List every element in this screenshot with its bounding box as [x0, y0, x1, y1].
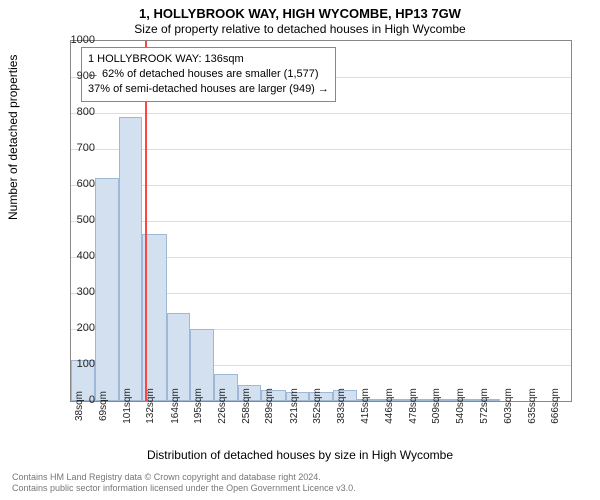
x-tick-label: 38sqm	[74, 391, 85, 421]
y-tick-label: 800	[55, 106, 95, 118]
chart-footer: Contains HM Land Registry data © Crown c…	[12, 472, 356, 495]
legend-line-3: 37% of semi-detached houses are larger (…	[88, 82, 329, 97]
y-tick-label: 900	[55, 70, 95, 82]
y-tick-label: 400	[55, 250, 95, 262]
x-tick-label: 69sqm	[98, 391, 109, 421]
y-tick-label: 200	[55, 322, 95, 334]
y-tick-label: 600	[55, 178, 95, 190]
x-tick-label: 666sqm	[550, 388, 561, 424]
x-tick-label: 540sqm	[455, 388, 466, 424]
chart-legend-box: 1 HOLLYBROOK WAY: 136sqm ← 62% of detach…	[81, 47, 336, 102]
x-tick-label: 383sqm	[336, 388, 347, 424]
x-tick-label: 164sqm	[170, 388, 181, 424]
x-tick-label: 101sqm	[122, 388, 133, 424]
y-tick-label: 1000	[55, 34, 95, 46]
x-tick-label: 635sqm	[527, 388, 538, 424]
y-tick-label: 100	[55, 358, 95, 370]
x-tick-label: 446sqm	[384, 388, 395, 424]
x-tick-label: 258sqm	[241, 388, 252, 424]
y-tick-label: 700	[55, 142, 95, 154]
legend-line-2: ← 62% of detached houses are smaller (1,…	[88, 67, 329, 82]
legend-line-1: 1 HOLLYBROOK WAY: 136sqm	[88, 52, 329, 67]
footer-line-1: Contains HM Land Registry data © Crown c…	[12, 472, 356, 483]
x-tick-label: 226sqm	[217, 388, 228, 424]
x-tick-label: 509sqm	[431, 388, 442, 424]
x-tick-label: 572sqm	[479, 388, 490, 424]
x-tick-label: 321sqm	[289, 388, 300, 424]
x-tick-label: 195sqm	[193, 388, 204, 424]
y-tick-label: 500	[55, 214, 95, 226]
x-tick-label: 478sqm	[408, 388, 419, 424]
histogram-bar	[95, 178, 119, 401]
histogram-bar	[119, 117, 143, 401]
footer-line-2: Contains public sector information licen…	[12, 483, 356, 494]
x-tick-label: 132sqm	[145, 388, 156, 424]
x-tick-label: 603sqm	[503, 388, 514, 424]
chart-plot-area: 1 HOLLYBROOK WAY: 136sqm ← 62% of detach…	[70, 40, 572, 402]
y-axis-label: Number of detached properties	[6, 55, 20, 220]
chart-page: 1, HOLLYBROOK WAY, HIGH WYCOMBE, HP13 7G…	[0, 0, 600, 500]
x-tick-label: 352sqm	[312, 388, 323, 424]
x-tick-label: 289sqm	[264, 388, 275, 424]
y-tick-label: 300	[55, 286, 95, 298]
x-axis-label: Distribution of detached houses by size …	[0, 448, 600, 462]
x-tick-label: 415sqm	[360, 388, 371, 424]
chart-title-line1: 1, HOLLYBROOK WAY, HIGH WYCOMBE, HP13 7G…	[0, 6, 600, 21]
